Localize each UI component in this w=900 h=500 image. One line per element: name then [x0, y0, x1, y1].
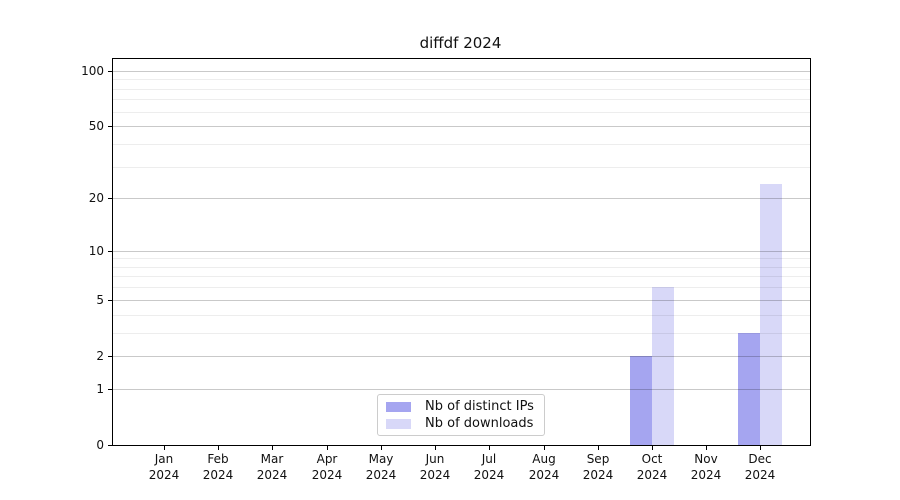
x-axis-tick-label: May 2024: [365, 452, 397, 482]
x-axis-tick-mark: [760, 446, 761, 450]
y-axis-tick-label: 0: [96, 438, 104, 452]
gridline-minor: [113, 258, 810, 259]
x-axis-tick-label: Apr 2024: [311, 452, 343, 482]
gridline-minor: [113, 79, 810, 80]
x-axis-tick-label: Jan 2024: [148, 452, 180, 482]
gridline-major: [113, 300, 810, 301]
x-axis-tick-mark: [489, 446, 490, 450]
y-axis-tick-mark: [108, 251, 112, 252]
plot-area: [112, 58, 811, 446]
x-axis-tick-label: Oct 2024: [636, 452, 668, 482]
x-axis-tick-mark: [544, 446, 545, 450]
y-axis-tick-label: 5: [96, 293, 104, 307]
legend: Nb of distinct IPs Nb of downloads: [377, 394, 545, 436]
y-axis-tick-label: 1: [96, 382, 104, 396]
x-axis-tick-mark: [327, 446, 328, 450]
x-axis-tick-label: Sep 2024: [582, 452, 614, 482]
legend-label: Nb of distinct IPs: [425, 399, 534, 414]
gridline-major: [113, 251, 810, 252]
legend-swatch-distinct-ips: [386, 401, 411, 412]
x-axis-tick-mark: [272, 446, 273, 450]
gridline-minor: [113, 267, 810, 268]
y-axis-tick-mark: [108, 445, 112, 446]
y-axis-tick-mark: [108, 300, 112, 301]
legend-row: Nb of distinct IPs: [386, 398, 536, 415]
y-axis-tick-label: 100: [81, 64, 104, 78]
y-axis-tick-label: 10: [88, 244, 104, 258]
legend-swatch-downloads: [386, 418, 411, 429]
gridline-minor: [113, 99, 810, 100]
x-axis-tick-label: Nov 2024: [690, 452, 722, 482]
gridline-major: [113, 198, 810, 199]
gridline-major: [113, 389, 810, 390]
bar-distinct-ips: [629, 355, 652, 445]
y-axis-tick-label: 20: [88, 191, 104, 205]
chart-title: diffdf 2024: [419, 34, 502, 52]
x-axis-tick-label: Jul 2024: [473, 452, 505, 482]
gridline-minor: [113, 287, 810, 288]
gridline-minor: [113, 333, 810, 334]
y-axis-tick-mark: [108, 356, 112, 357]
x-axis-tick-mark: [598, 446, 599, 450]
x-axis-tick-label: Mar 2024: [256, 452, 288, 482]
x-axis-tick-mark: [652, 446, 653, 450]
gridline-major: [113, 356, 810, 357]
y-axis-tick-mark: [108, 198, 112, 199]
legend-label: Nb of downloads: [425, 416, 534, 431]
x-axis-tick-mark: [435, 446, 436, 450]
gridline-minor: [113, 144, 810, 145]
gridline-minor: [113, 315, 810, 316]
gridline-minor: [113, 276, 810, 277]
legend-row: Nb of downloads: [386, 415, 536, 432]
bar-downloads: [760, 184, 783, 445]
x-axis-tick-label: Aug 2024: [528, 452, 560, 482]
bar-downloads: [651, 287, 674, 445]
x-axis-tick-mark: [706, 446, 707, 450]
y-axis-tick-label: 2: [96, 349, 104, 363]
gridline-minor: [113, 167, 810, 168]
gridline-major: [113, 71, 810, 72]
bar-distinct-ips: [738, 332, 761, 445]
x-axis-tick-mark: [164, 446, 165, 450]
y-axis-tick-mark: [108, 71, 112, 72]
y-axis-tick-label: 50: [88, 119, 104, 133]
gridline-minor: [113, 89, 810, 90]
x-axis-tick-label: Jun 2024: [419, 452, 451, 482]
x-axis-tick-label: Dec 2024: [744, 452, 776, 482]
x-axis-tick-label: Feb 2024: [202, 452, 234, 482]
x-axis-tick-mark: [218, 446, 219, 450]
x-axis-tick-mark: [381, 446, 382, 450]
y-axis-tick-mark: [108, 126, 112, 127]
gridline-minor: [113, 112, 810, 113]
y-axis-tick-mark: [108, 389, 112, 390]
gridline-major: [113, 126, 810, 127]
